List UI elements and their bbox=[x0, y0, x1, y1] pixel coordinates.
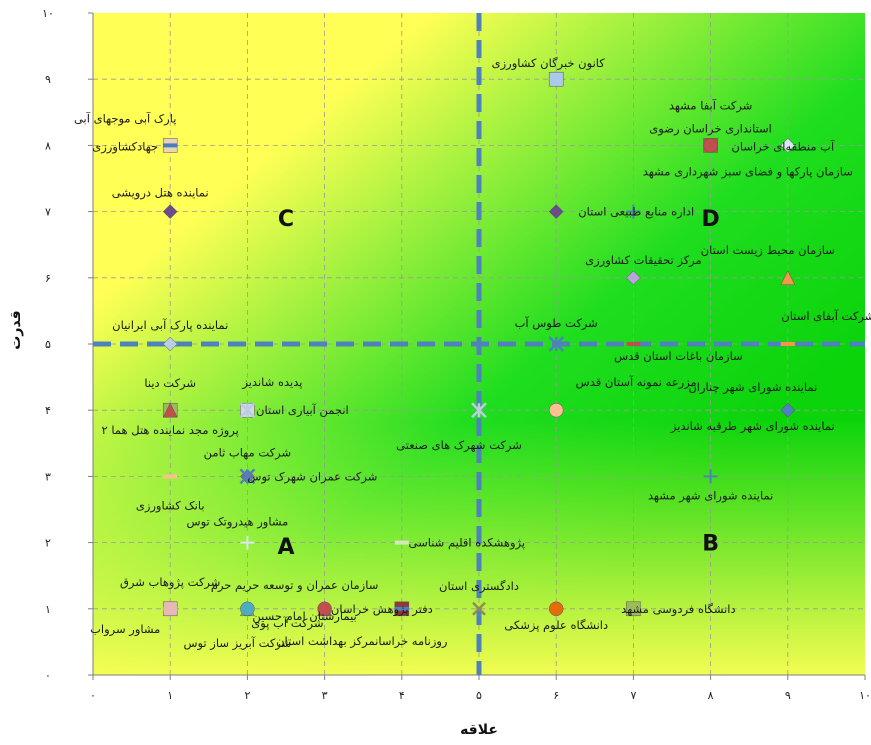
point-label: جهادکشاورزی bbox=[92, 139, 158, 154]
point-label: دادگستری استان bbox=[439, 579, 519, 594]
point-label: انجمن آبیاری استان bbox=[256, 403, 349, 418]
data-point-dash bbox=[163, 143, 177, 147]
y-tick-label: ۶ bbox=[45, 272, 51, 285]
data-point-dash bbox=[781, 342, 795, 346]
point-label: شرکت پژوهاب شرق bbox=[120, 575, 220, 590]
point-label: دانشگاه علوم پزشکی bbox=[504, 618, 608, 633]
point-label: شرکت مهاب ثامن bbox=[204, 445, 291, 460]
point-label: شرکت عمران شهرک توس bbox=[247, 469, 377, 484]
point-label: شرکت آبفای استان bbox=[781, 309, 871, 324]
point-label: دانشگاه فردوسی مشهد bbox=[621, 602, 735, 617]
x-tick-label: ۵ bbox=[476, 689, 482, 702]
point-label: پدیده شاندیز bbox=[241, 375, 302, 390]
y-tick-label: ۹ bbox=[45, 73, 51, 86]
y-tick-label: ۴ bbox=[45, 404, 51, 417]
point-label: سازمان باغات استان قدس bbox=[614, 349, 743, 364]
data-point-dash bbox=[163, 474, 177, 478]
y-tick-label: ۱ bbox=[45, 603, 51, 616]
point-label: نماینده هتل درویشی bbox=[112, 186, 209, 201]
point-label: سازمان محیط زیست استان bbox=[701, 243, 835, 258]
point-label: مرکز تحقیقات کشاورزی bbox=[585, 253, 702, 268]
point-label: پارک آبی موجهای آبی bbox=[74, 111, 177, 126]
point-label: شرکت طوس آب bbox=[515, 316, 598, 331]
x-tick-label: ۲ bbox=[244, 689, 250, 702]
y-tick-label: ۸ bbox=[45, 139, 51, 152]
y-tick-label: ۳ bbox=[45, 470, 51, 483]
quadrant-letter: D bbox=[701, 207, 719, 232]
point-label: سازمان پارکها و فضای سبز شهرداری مشهد bbox=[643, 164, 853, 179]
data-point-circle bbox=[549, 602, 563, 616]
point-label: آب منطقه‌ای خراسان bbox=[731, 139, 835, 154]
y-tick-label: ۷ bbox=[45, 206, 51, 219]
point-label: شرکت آبفا مشهد bbox=[669, 98, 753, 113]
x-axis-title: علاقه bbox=[460, 722, 498, 738]
point-label: اداره منابع طبیعی استان bbox=[578, 205, 694, 220]
y-tick-label: ۱۰ bbox=[42, 7, 54, 20]
point-label: نماینده شورای شهر طرقبه شاندیز bbox=[670, 419, 835, 434]
x-tick-label: ۷ bbox=[630, 689, 636, 702]
y-tick-label: ۲ bbox=[45, 537, 51, 550]
point-label: نماینده شورای شهر مشهد bbox=[648, 488, 773, 503]
x-tick-label: ۸ bbox=[708, 689, 714, 702]
point-label: نماینده پارک آبی ایرانیان bbox=[112, 318, 228, 333]
x-tick-label: ۴ bbox=[399, 689, 405, 702]
point-label: پژوهشکده اقلیم شناسی bbox=[408, 536, 525, 551]
x-tick-label: ۳ bbox=[322, 689, 328, 702]
x-tick-label: ۶ bbox=[553, 689, 559, 702]
quadrant-letter: A bbox=[277, 535, 294, 560]
data-point-square bbox=[549, 72, 563, 86]
point-label: دفتر پژوهش خراسان bbox=[331, 602, 433, 617]
data-point-dash bbox=[626, 342, 640, 346]
point-label: کانون خبرگان کشاورزی bbox=[492, 56, 606, 71]
x-tick-label: ۱۰ bbox=[859, 689, 871, 702]
y-axis-title: قدرت bbox=[8, 310, 24, 349]
point-label: مزرعه نمونه آستان قدس bbox=[576, 375, 697, 390]
y-tick-label: ۰ bbox=[45, 669, 51, 682]
data-point-circle bbox=[549, 403, 563, 417]
data-point-circle bbox=[704, 138, 718, 152]
point-label: نماینده شورای شهر چناران bbox=[688, 380, 817, 395]
point-label: شرکت دینا bbox=[144, 376, 196, 391]
point-label: شرکت شهرک های صنعتی bbox=[396, 438, 522, 453]
data-point-dash bbox=[395, 541, 409, 545]
x-tick-label: ۱ bbox=[167, 689, 173, 702]
point-label: روزنامه خراسانمرکز بهداشت استان bbox=[276, 634, 447, 649]
point-label: مشاور هیدروتک توس bbox=[187, 515, 289, 530]
quadrant-letter: B bbox=[702, 532, 719, 557]
x-tick-label: ۰ bbox=[90, 689, 96, 702]
y-tick-label: ۵ bbox=[45, 338, 51, 351]
point-label: سازمان عمران و توسعه حریم حرم bbox=[211, 578, 379, 593]
point-label: استانداری خراسان رضوی bbox=[649, 121, 772, 136]
point-label: مشاور سرواب bbox=[90, 622, 160, 637]
data-point-dash bbox=[163, 607, 177, 611]
quadrant-letter: C bbox=[278, 207, 294, 232]
point-label: بانک کشاورزی bbox=[136, 498, 205, 513]
x-tick-label: ۹ bbox=[785, 689, 791, 702]
point-label: پروژه مجد نماینده هتل هما ۲ bbox=[102, 423, 239, 438]
